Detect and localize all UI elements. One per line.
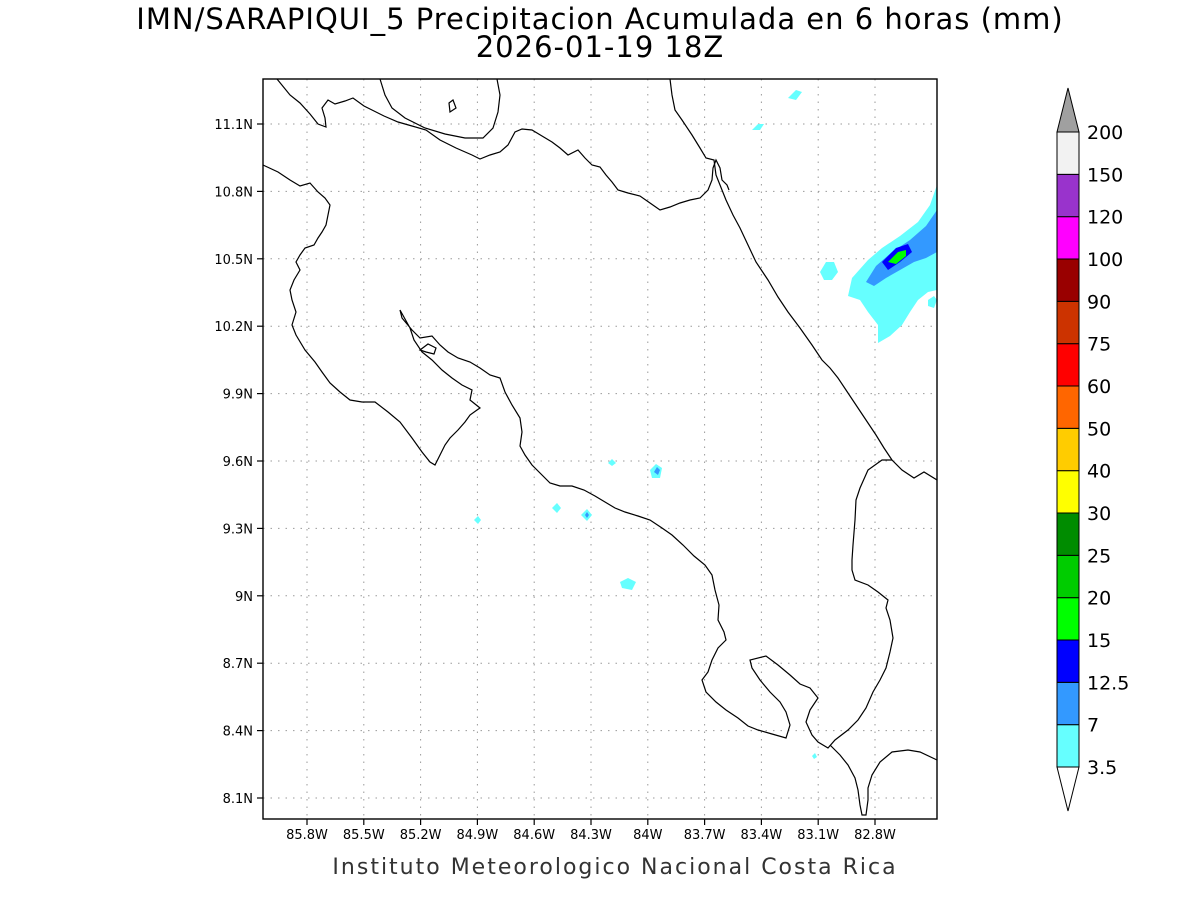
- lat-tick-label: 9.3N: [223, 522, 253, 537]
- rain-cell-south: [620, 578, 636, 590]
- colorbar-swatch: [1056, 639, 1080, 683]
- map-title: IMN/SARAPIQUI_5 Precipitacion Acumulada …: [136, 2, 1064, 36]
- colorbar-label: 90: [1087, 291, 1111, 313]
- rain-cell-east-edge: [928, 296, 937, 308]
- lat-tick-label: 9.9N: [223, 388, 253, 403]
- colorbar-swatch: [1056, 597, 1080, 641]
- coastline-layer: [263, 79, 937, 816]
- colorbar-label: 3.5: [1087, 757, 1117, 779]
- longitude-axis: 85.8W 85.5W 85.2W 84.9W 84.6W 84.3W 84W 83.7W 83…: [286, 819, 896, 843]
- colorbar-swatch: [1056, 258, 1080, 302]
- precipitation-shading: [474, 90, 937, 759]
- colorbar-swatch: [1056, 470, 1080, 514]
- colorbar-label: 150: [1087, 164, 1123, 186]
- graticule: [263, 79, 937, 819]
- lake-nicaragua-outline: [379, 79, 501, 139]
- rain-cell-central-4-core: [585, 512, 589, 518]
- lat-tick-label: 11.1N: [214, 118, 253, 133]
- colorbar-swatch: [1056, 554, 1080, 599]
- colorbar-label: 50: [1087, 418, 1111, 440]
- colorbar-swatch: [1056, 427, 1080, 472]
- rain-cell-northeast-small: [820, 262, 838, 280]
- map-datetime: 2026-01-19 18Z: [475, 30, 725, 64]
- colorbar-label: 15: [1087, 630, 1111, 652]
- lon-tick-label: 85.5W: [343, 828, 385, 843]
- colorbar-swatch: [1056, 724, 1080, 768]
- lat-tick-label: 9.6N: [223, 455, 253, 470]
- lon-tick-label: 84W: [633, 828, 663, 843]
- lat-tick-label: 10.2N: [214, 320, 253, 335]
- rain-cell-central-1-core: [654, 467, 660, 475]
- colorbar-label: 30: [1087, 503, 1111, 525]
- rain-cell-central-3: [552, 503, 561, 513]
- colorbar-label: 40: [1087, 461, 1111, 483]
- lat-tick-label: 8.4N: [223, 725, 253, 740]
- lat-tick-label: 8.1N: [223, 792, 253, 807]
- colorbar-label: 75: [1087, 334, 1111, 356]
- coastline-nicaragua-coast: [276, 79, 730, 211]
- rain-cell-central-2: [608, 459, 616, 466]
- colorbar-label: 60: [1087, 376, 1111, 398]
- lake-arenal-outline: [418, 343, 437, 355]
- rain-cell-north-tiny-2: [752, 124, 764, 130]
- colorbar-label: 20: [1087, 588, 1111, 610]
- colorbar-over-arrow: [1056, 87, 1080, 133]
- lon-tick-label: 83.7W: [684, 828, 726, 843]
- colorbar-swatch: [1056, 681, 1080, 726]
- lon-tick-label: 84.3W: [570, 828, 612, 843]
- coastline-pacific: [263, 164, 894, 749]
- colorbar-swatch: [1056, 216, 1080, 260]
- rain-cell-caribbean-core: [888, 250, 906, 264]
- lon-tick-label: 83.4W: [740, 828, 782, 843]
- lat-tick-label: 8.7N: [223, 657, 253, 672]
- lat-tick-label: 10.5N: [214, 253, 253, 268]
- colorbar-legend: 3.5 7 12.5 15 20 25 30 40 50 60 75 90 100 120 150 200: [1056, 87, 1129, 812]
- lon-tick-label: 84.6W: [513, 828, 555, 843]
- map-frame: [262, 78, 938, 820]
- colorbar-under-arrow: [1056, 766, 1080, 812]
- lon-tick-label: 85.2W: [400, 828, 442, 843]
- latitude-axis: 11.1N 10.8N 10.5N 10.2N 9.9N 9.6N 9.3N 9N 8.7N 8.…: [214, 118, 263, 807]
- colorbar-label: 25: [1087, 545, 1111, 567]
- island-outline: [448, 99, 457, 114]
- colorbar-label: 7: [1087, 715, 1099, 737]
- colorbar-swatch: [1056, 173, 1080, 218]
- colorbar-label: 200: [1087, 122, 1123, 144]
- lon-tick-label: 83.1W: [797, 828, 839, 843]
- lat-tick-label: 10.8N: [214, 185, 253, 200]
- colorbar-swatch: [1056, 385, 1080, 429]
- coastline-caribbean: [669, 79, 937, 481]
- footer-credit: Instituto Meteorologico Nacional Costa R…: [332, 855, 898, 880]
- colorbar-swatch: [1056, 343, 1080, 387]
- rain-cell-south-tiny: [812, 753, 817, 759]
- rain-cell-north-tiny: [788, 90, 802, 100]
- lat-tick-label: 9N: [235, 590, 253, 605]
- colorbar-label: 12.5: [1087, 672, 1129, 694]
- colorbar-swatch: [1056, 300, 1080, 345]
- lon-tick-label: 85.8W: [286, 828, 328, 843]
- lon-tick-label: 82.8W: [854, 828, 896, 843]
- rain-cell-west: [474, 516, 481, 524]
- colorbar-label: 100: [1087, 249, 1123, 271]
- colorbar-swatch: [1056, 131, 1080, 175]
- colorbar-swatch: [1056, 512, 1080, 556]
- coastline-burica: [829, 744, 937, 816]
- lon-tick-label: 84.9W: [456, 828, 498, 843]
- colorbar-label: 120: [1087, 207, 1123, 229]
